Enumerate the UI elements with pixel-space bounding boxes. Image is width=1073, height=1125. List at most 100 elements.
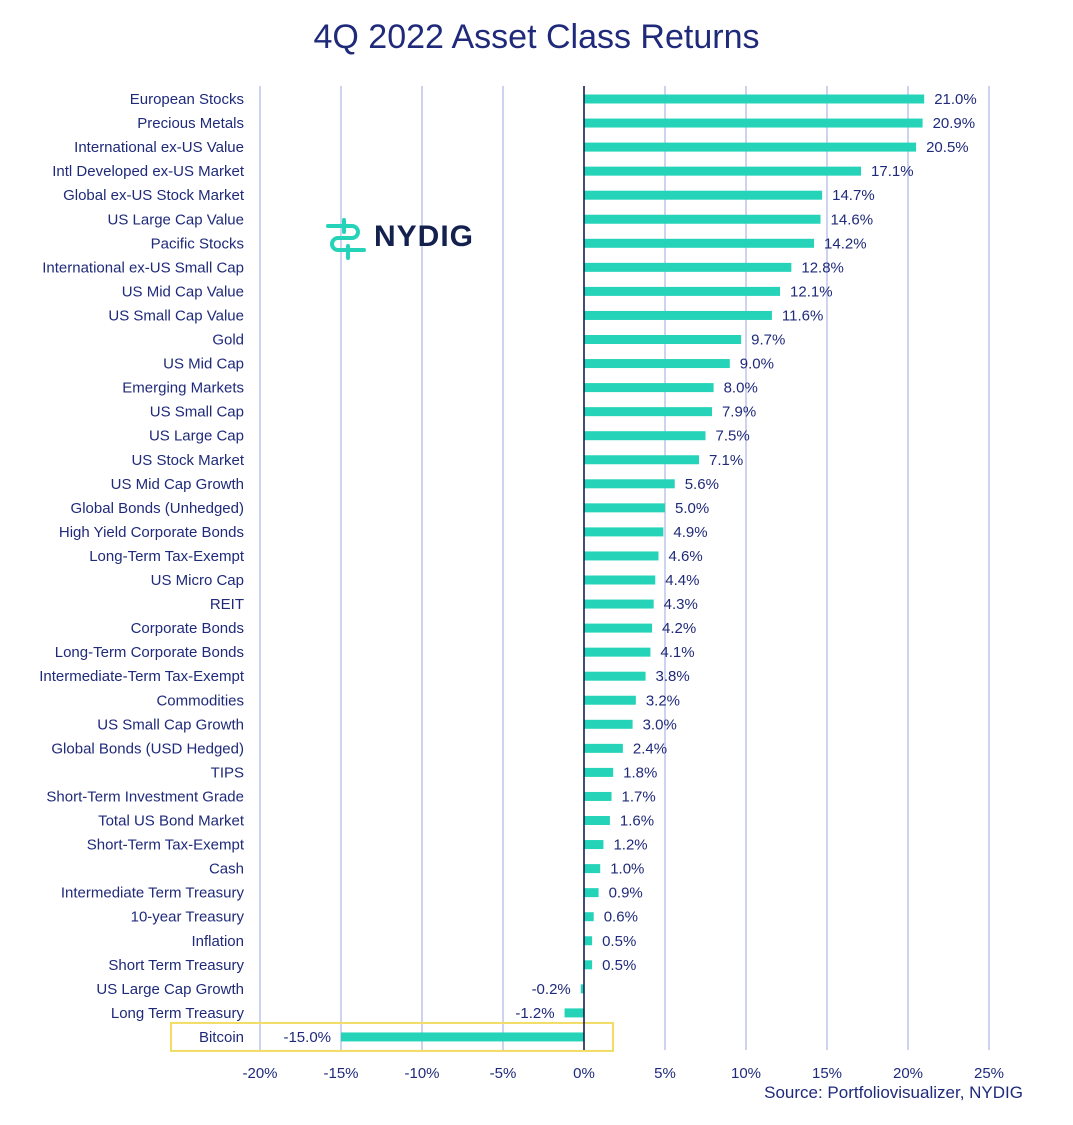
nydig-logo-text: NYDIG [374, 220, 475, 253]
category-label: Corporate Bonds [131, 620, 244, 637]
data-label: 7.1% [709, 452, 743, 469]
bar [584, 864, 601, 874]
bar [584, 359, 730, 369]
category-label: US Large Cap Growth [96, 981, 244, 998]
bar [584, 142, 917, 152]
bar [584, 455, 700, 465]
category-label: US Large Cap [149, 428, 244, 445]
bar [584, 383, 714, 393]
category-label: TIPS [211, 764, 244, 781]
category-label: Inflation [191, 933, 244, 950]
data-label: 4.2% [662, 620, 696, 637]
bar [584, 479, 675, 489]
gridlines [259, 86, 990, 1050]
category-label: Global ex-US Stock Market [63, 187, 245, 204]
category-label: Long Term Treasury [111, 1005, 245, 1022]
bar [584, 647, 651, 657]
category-label: US Mid Cap [163, 356, 244, 373]
data-label: 11.6% [782, 307, 823, 324]
category-label: US Small Cap Growth [97, 716, 244, 733]
bar [584, 960, 593, 970]
category-label: Short-Term Investment Grade [46, 788, 244, 805]
data-label: 14.6% [831, 211, 874, 228]
bar [584, 310, 772, 320]
data-label: 0.9% [609, 885, 643, 902]
category-label: Global Bonds (USD Hedged) [51, 740, 244, 757]
data-label: 9.7% [751, 332, 785, 349]
data-label: 3.2% [646, 692, 680, 709]
bar [584, 791, 612, 801]
category-label: Intl Developed ex-US Market [52, 163, 245, 180]
category-label: US Mid Cap Value [122, 283, 244, 300]
bar [584, 695, 636, 705]
category-label: Intermediate-Term Tax-Exempt [39, 668, 245, 685]
data-label: 20.9% [933, 115, 976, 132]
bar [584, 118, 923, 128]
x-tick-label: 0% [573, 1065, 595, 1082]
labels: -20% -15% -10% -5% 0% 5% 10% 15% 20% 25% European … [39, 91, 1004, 1082]
bar [584, 335, 742, 344]
data-label: 5.0% [675, 500, 709, 517]
category-label: US Mid Cap Growth [111, 476, 244, 493]
bar [584, 503, 665, 513]
bar [584, 599, 654, 609]
bar [584, 166, 862, 176]
bar [584, 743, 623, 753]
x-tick-label: -5% [490, 1065, 517, 1082]
data-label: 4.1% [660, 644, 694, 661]
data-label: 1.7% [622, 788, 656, 805]
nydig-logo-icon [326, 218, 366, 260]
bar [584, 719, 633, 729]
bar [584, 551, 659, 561]
bar [584, 575, 656, 585]
x-tick-label: 15% [812, 1065, 842, 1082]
category-label: High Yield Corporate Bonds [59, 524, 244, 541]
data-label: 1.2% [613, 837, 647, 854]
bars [341, 94, 925, 1042]
data-label: 8.0% [724, 380, 758, 397]
data-label: -0.2% [532, 981, 571, 998]
bar [584, 238, 815, 248]
category-label: Pacific Stocks [151, 235, 244, 252]
category-label: Total US Bond Market [98, 813, 245, 830]
bar [584, 286, 781, 296]
x-tick-label: -15% [323, 1065, 358, 1082]
bar [584, 262, 792, 272]
data-label: 4.4% [665, 572, 699, 589]
data-label: 2.4% [633, 740, 667, 757]
bar [584, 190, 823, 200]
data-label: 9.0% [740, 356, 774, 373]
highlight-box [170, 1021, 614, 1052]
data-label: 1.6% [620, 813, 654, 830]
bar [584, 431, 706, 441]
data-label: 4.3% [664, 596, 698, 613]
category-label: Precious Metals [137, 115, 244, 132]
category-label: Long-Term Tax-Exempt [89, 548, 245, 565]
x-tick-label: -20% [242, 1065, 277, 1082]
source-note: Source: Portfoliovisualizer, NYDIG [764, 1083, 1023, 1102]
data-label: 4.6% [669, 548, 703, 565]
bar [564, 1008, 584, 1018]
category-label: US Stock Market [131, 452, 244, 469]
category-label: Long-Term Corporate Bonds [55, 644, 244, 661]
bar [584, 912, 594, 922]
data-label: 5.6% [685, 476, 719, 493]
data-label: 1.0% [610, 861, 644, 878]
category-label: 10-year Treasury [131, 909, 245, 926]
bar [584, 671, 646, 681]
category-label: US Small Cap Value [108, 307, 244, 324]
category-label: Bitcoin [199, 1029, 244, 1046]
data-label: 21.0% [934, 91, 977, 108]
bar [584, 527, 664, 537]
bar [584, 767, 614, 777]
data-label: 14.2% [824, 235, 867, 252]
data-label: 12.8% [801, 259, 844, 276]
x-tick-label: 25% [974, 1065, 1004, 1082]
data-label: 14.7% [832, 187, 875, 204]
category-label: Commodities [156, 692, 244, 709]
bar [584, 214, 821, 224]
category-label: Short Term Treasury [108, 957, 244, 974]
category-label: International ex-US Value [74, 139, 244, 156]
category-label: Short-Term Tax-Exempt [87, 837, 245, 854]
data-label: 1.8% [623, 764, 657, 781]
